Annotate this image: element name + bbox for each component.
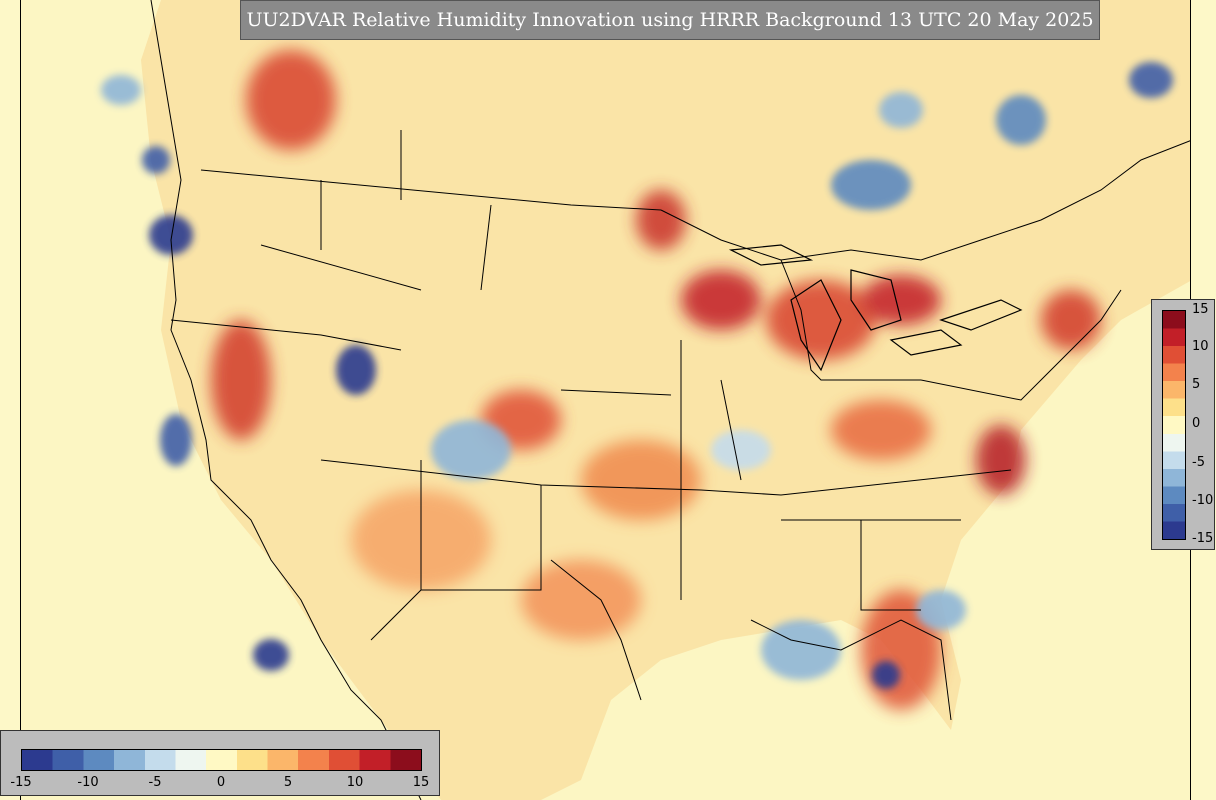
- map-title: UU2DVAR Relative Humidity Innovation usi…: [240, 0, 1100, 40]
- humidity-innovation-map: [21, 0, 1190, 800]
- map-frame: [20, 0, 1191, 800]
- colorbar-bottom-tick: 5: [283, 775, 293, 790]
- colorbar-bottom-tick: 0: [216, 775, 226, 790]
- colorbar-right-tick: -15: [1192, 531, 1214, 546]
- colorbar-right-tick: 10: [1192, 339, 1209, 354]
- colorbar-right-tick: -5: [1192, 455, 1205, 470]
- colorbar-bottom-gradient: [21, 749, 422, 771]
- colorbar-right-tick: 5: [1192, 377, 1201, 392]
- colorbar-right: 15 10 5 0 -5 -10 -15: [1151, 299, 1215, 550]
- colorbar-bottom-tick: -5: [148, 775, 162, 790]
- colorbar-bottom-tick: 10: [346, 775, 364, 790]
- colorbar-right-tick: 15: [1192, 302, 1209, 317]
- colorbar-bottom-tick: 15: [412, 775, 430, 790]
- colorbar-right-tick: 0: [1192, 416, 1201, 431]
- colorbar-bottom-tick: -10: [77, 775, 99, 790]
- colorbar-right-tick: -10: [1192, 493, 1214, 508]
- colorbar-bottom-tick: -15: [10, 775, 32, 790]
- colorbar-right-gradient: [1162, 310, 1186, 540]
- colorbar-bottom: -15 -10 -5 0 5 10 15: [0, 730, 440, 796]
- boundary-lines: [150, 0, 1190, 800]
